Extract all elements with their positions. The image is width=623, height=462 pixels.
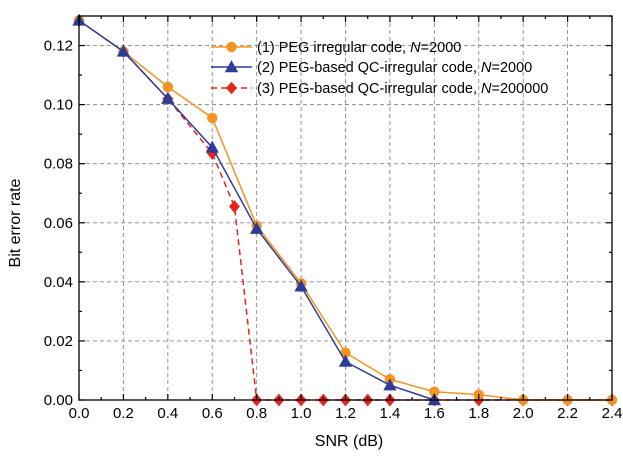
y-axis-title: Bit error rate bbox=[7, 178, 24, 267]
y-tick-label: 0.04 bbox=[44, 274, 73, 291]
series-2-point bbox=[116, 44, 131, 57]
x-tick-label: 0.2 bbox=[113, 405, 134, 422]
y-tick-label: 0.02 bbox=[44, 333, 73, 350]
x-tick-label: 1.4 bbox=[379, 405, 400, 422]
x-tick-label: 0.4 bbox=[157, 405, 178, 422]
y-tick-labels: 0.00 0.02 0.04 0.06 0.08 0.10 0.12 bbox=[44, 38, 73, 409]
x-tick-label: 2.4 bbox=[602, 405, 623, 422]
legend-marker-1 bbox=[226, 41, 237, 53]
series-1-line bbox=[78, 19, 612, 401]
series-1-point bbox=[162, 81, 174, 93]
legend-marker-3 bbox=[226, 81, 237, 95]
x-tick-label: 2.2 bbox=[557, 405, 578, 422]
x-tick-label: 0.6 bbox=[202, 405, 223, 422]
x-tick-label: 2.0 bbox=[513, 405, 534, 422]
legend-label-1: (1) PEG irregular code, N=2000 bbox=[257, 40, 461, 56]
series-3-point bbox=[229, 200, 240, 213]
series-1-point bbox=[207, 112, 218, 124]
x-tick-label: 1.8 bbox=[468, 405, 489, 422]
y-tick-label: 0.12 bbox=[44, 38, 73, 55]
legend-label-3: (3) PEG-based QC-irregular code, N=20000… bbox=[257, 81, 548, 97]
x-tick-label: 1.2 bbox=[335, 405, 356, 422]
series-3-line bbox=[78, 19, 612, 401]
y-tick-label: 0.10 bbox=[44, 97, 73, 114]
grid bbox=[79, 16, 612, 400]
legend: (1) PEG irregular code, N=2000 (2) PEG-ba… bbox=[211, 40, 548, 97]
series-2-group bbox=[72, 13, 442, 406]
series-2-point bbox=[338, 354, 353, 367]
x-tick-label: 1.0 bbox=[291, 405, 312, 422]
series-2-point bbox=[249, 221, 264, 234]
x-tick-label: 0.0 bbox=[69, 405, 90, 422]
axis-ticks bbox=[78, 15, 613, 401]
x-tick-label: 1.6 bbox=[424, 405, 445, 422]
y-tick-label: 0.00 bbox=[44, 392, 73, 409]
series-2-point bbox=[161, 91, 175, 104]
x-tick-label: 0.8 bbox=[246, 405, 267, 422]
series-2-point bbox=[383, 378, 397, 391]
legend-label-2: (2) PEG-based QC-irregular code, N=2000 bbox=[257, 60, 532, 76]
x-axis-title: SNR (dB) bbox=[315, 433, 383, 450]
legend-marker-2 bbox=[224, 60, 239, 73]
series-2-point bbox=[294, 279, 308, 292]
series-2-point bbox=[205, 140, 219, 153]
y-tick-label: 0.06 bbox=[44, 215, 73, 232]
series-2-line bbox=[78, 19, 435, 401]
y-tick-label: 0.08 bbox=[44, 156, 73, 173]
x-tick-labels: 0.0 0.2 0.4 0.6 0.8 1.0 1.2 1.4 1.6 1.8 2.0 2.2 2.4 bbox=[69, 405, 623, 422]
